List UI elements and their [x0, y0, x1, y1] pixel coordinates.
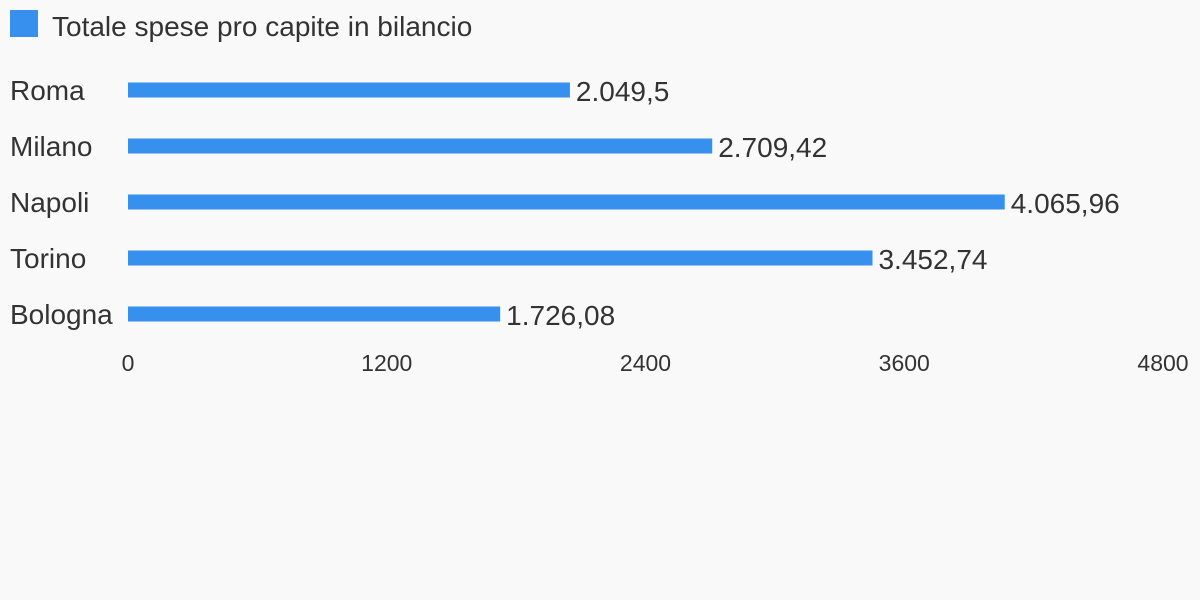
- value-label-milano: 2.709,42: [718, 132, 827, 163]
- category-label-roma: Roma: [10, 75, 85, 106]
- plot-area: Roma 2.049,5 Milano 2.709,42 Napoli 4.065,96 T…: [10, 75, 1120, 331]
- x-tick-label: 2400: [620, 350, 671, 376]
- bar-roma: [128, 82, 570, 98]
- x-tick-label: 3600: [879, 350, 930, 376]
- category-label-bologna: Bologna: [10, 299, 113, 330]
- category-label-napoli: Napoli: [10, 187, 89, 218]
- value-label-torino: 3.452,74: [878, 244, 987, 275]
- x-tick-label: 1200: [361, 350, 412, 376]
- legend: Totale spese pro capite in bilancio: [10, 10, 472, 42]
- category-label-torino: Torino: [10, 243, 86, 274]
- legend-label: Totale spese pro capite in bilancio: [52, 11, 472, 42]
- x-axis: 0 1200 2400 3600 4800: [122, 350, 1189, 376]
- category-label-milano: Milano: [10, 131, 92, 162]
- bar-torino: [128, 250, 873, 266]
- value-label-napoli: 4.065,96: [1011, 188, 1120, 219]
- legend-swatch: [10, 10, 38, 37]
- x-tick-label: 4800: [1137, 350, 1188, 376]
- bar-milano: [128, 138, 713, 154]
- bar-napoli: [128, 194, 1005, 210]
- x-tick-label: 0: [122, 350, 135, 376]
- value-label-bologna: 1.726,08: [506, 300, 615, 331]
- value-label-roma: 2.049,5: [576, 76, 669, 107]
- bar-bologna: [128, 306, 501, 322]
